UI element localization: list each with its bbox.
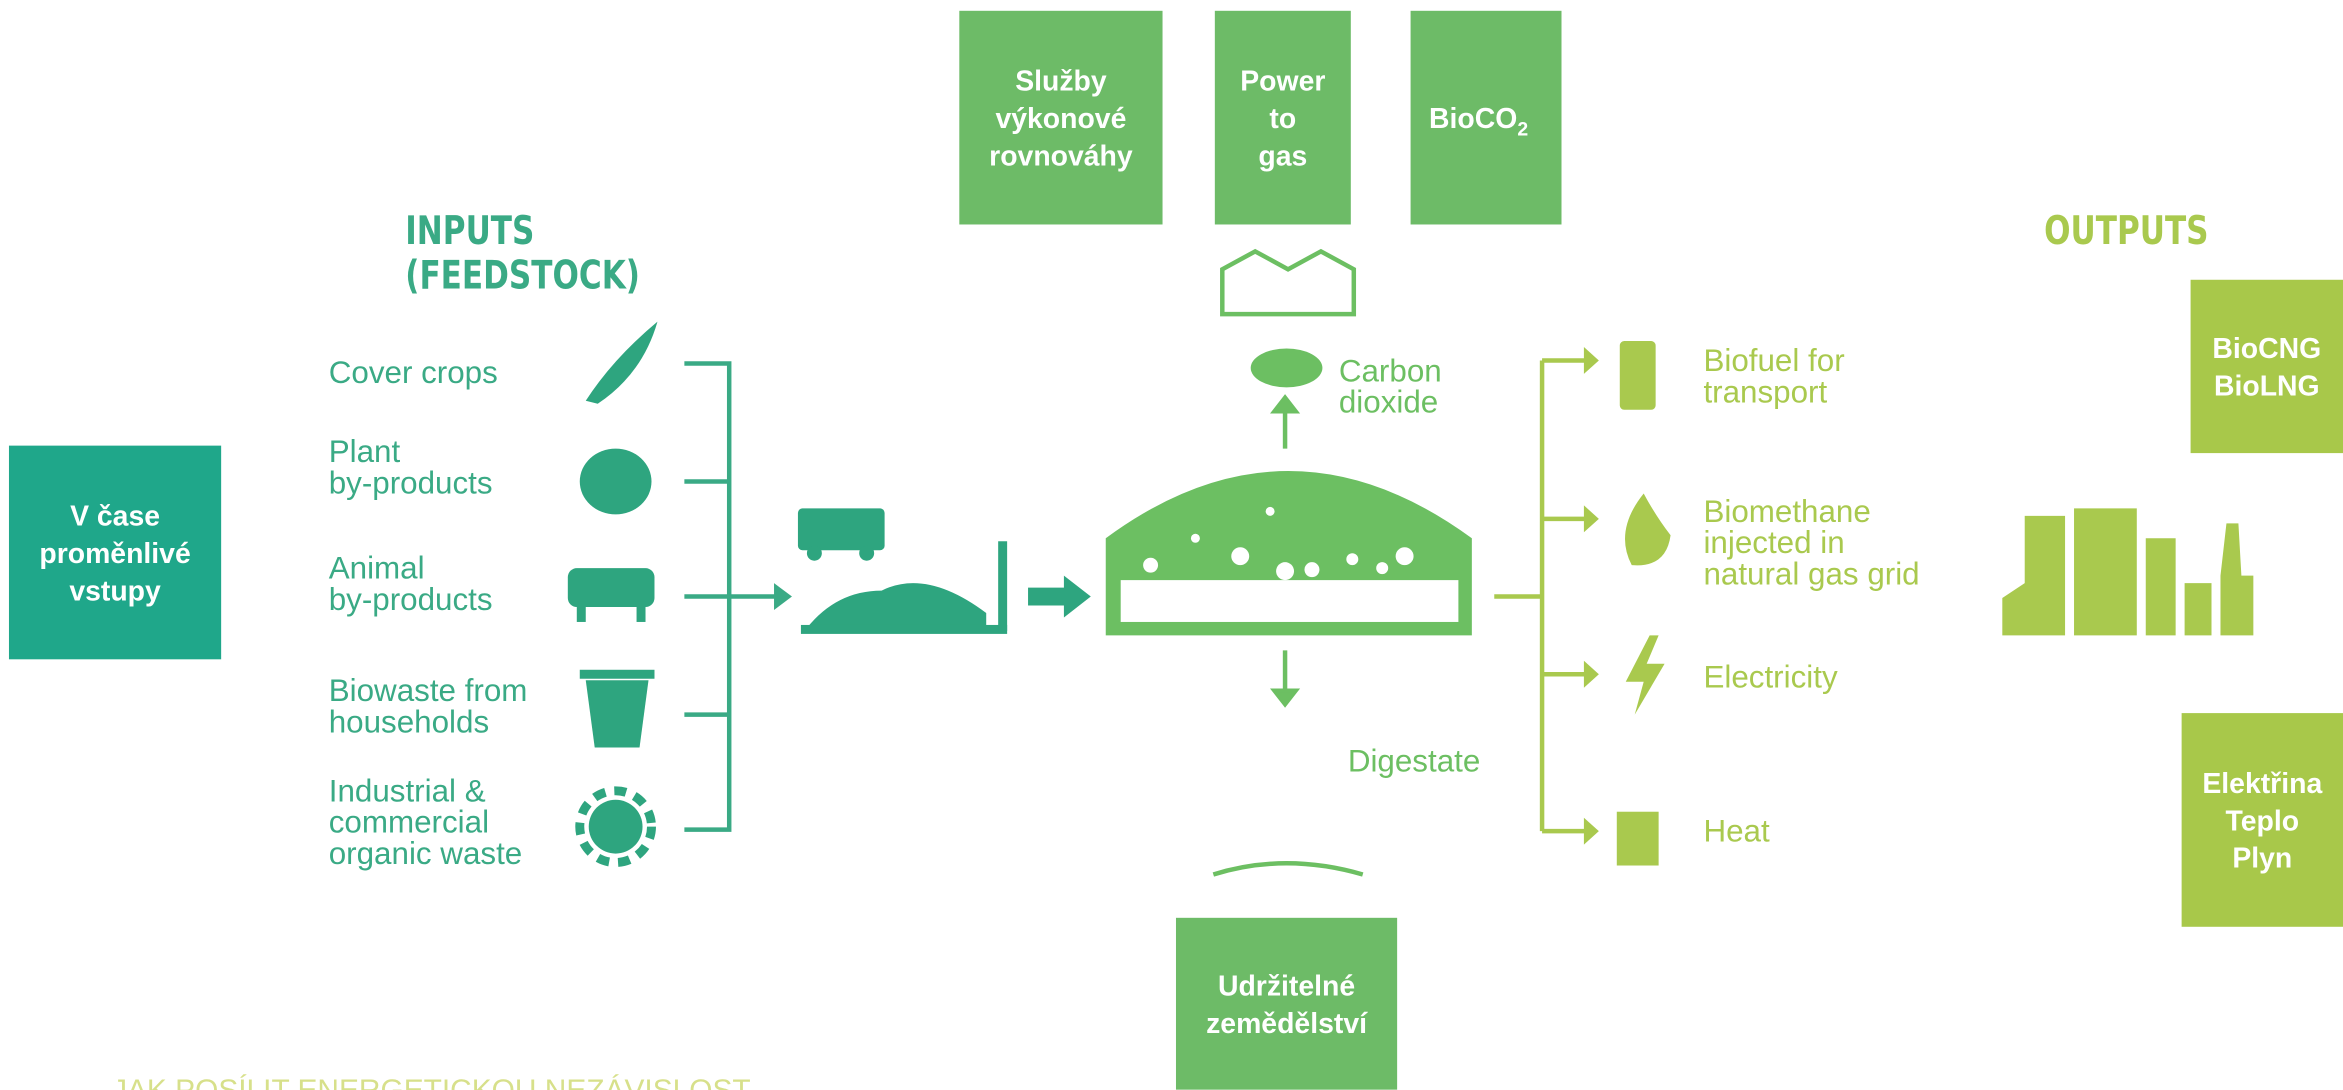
input-label: households — [329, 705, 489, 740]
callout-text: BioLNG — [2214, 371, 2320, 403]
input-label: by-products — [329, 582, 493, 617]
callout-text: rovnováhy — [989, 140, 1133, 172]
output-label: Heat — [1703, 814, 1770, 849]
output-label: Biofuel for — [1703, 343, 1844, 378]
callout-text: to — [1269, 103, 1296, 135]
output-label: natural gas grid — [1703, 557, 1919, 592]
diagram: INPUTS(FEEDSTOCK)Cover cropsPlantby-prod… — [0, 0, 2343, 1090]
callout-text: Plyn — [2232, 843, 2292, 875]
callout-text: V čase — [70, 501, 160, 533]
input-label: organic waste — [329, 836, 523, 871]
callout-text: Udržitelné — [1218, 971, 1355, 1003]
output-label: injected in — [1703, 525, 1844, 560]
text-layer: INPUTS(FEEDSTOCK)Cover cropsPlantby-prod… — [112, 209, 2209, 1090]
output-icons — [1584, 341, 2253, 865]
input-bracket — [684, 363, 777, 829]
input-label: commercial — [329, 805, 489, 840]
callout-text: zemědělství — [1206, 1008, 1368, 1040]
callout-box — [2191, 280, 2343, 453]
callout-text: Teplo — [2226, 805, 2300, 837]
callout-text: vstupy — [69, 575, 161, 607]
input-label: Industrial & — [329, 773, 486, 808]
callout-text: proměnlivé — [39, 538, 190, 570]
callout-text: BioCO2 — [1429, 103, 1528, 140]
inputs-title: INPUTS — [405, 209, 534, 254]
callout-text: BioCNG — [2212, 333, 2321, 365]
digestate-label: Digestate — [1348, 743, 1480, 778]
input-label: Plant — [329, 434, 401, 469]
carbon-label: Carbon — [1339, 353, 1442, 388]
footer-text: JAK POSÍLIT ENERGETICKOU NEZÁVISLOST — [112, 1074, 751, 1090]
output-label: Biomethane — [1703, 494, 1870, 529]
callout-text: BioCO — [1429, 103, 1517, 135]
output-label: transport — [1703, 374, 1827, 409]
callout-text: gas — [1258, 140, 1307, 172]
inputs-title: (FEEDSTOCK) — [405, 253, 640, 298]
subscript: 2 — [1517, 119, 1528, 141]
callout-text: Power — [1240, 66, 1325, 98]
carbon-label: dioxide — [1339, 385, 1438, 420]
callout-text: výkonové — [995, 103, 1126, 135]
input-label: Cover crops — [329, 355, 498, 390]
input-label: by-products — [329, 465, 493, 500]
output-bracket — [1494, 360, 1587, 831]
input-label: Animal — [329, 551, 425, 586]
output-label: Electricity — [1703, 660, 1837, 695]
callout-text: Elektřina — [2202, 768, 2322, 800]
digester — [1106, 471, 1472, 635]
callout-box — [1176, 918, 1397, 1090]
callout-text: Služby — [1015, 66, 1107, 98]
arrow — [774, 583, 792, 610]
input-icons — [568, 322, 1091, 863]
outputs-title: OUTPUTS — [2044, 209, 2208, 254]
input-label: Biowaste from — [329, 673, 528, 708]
